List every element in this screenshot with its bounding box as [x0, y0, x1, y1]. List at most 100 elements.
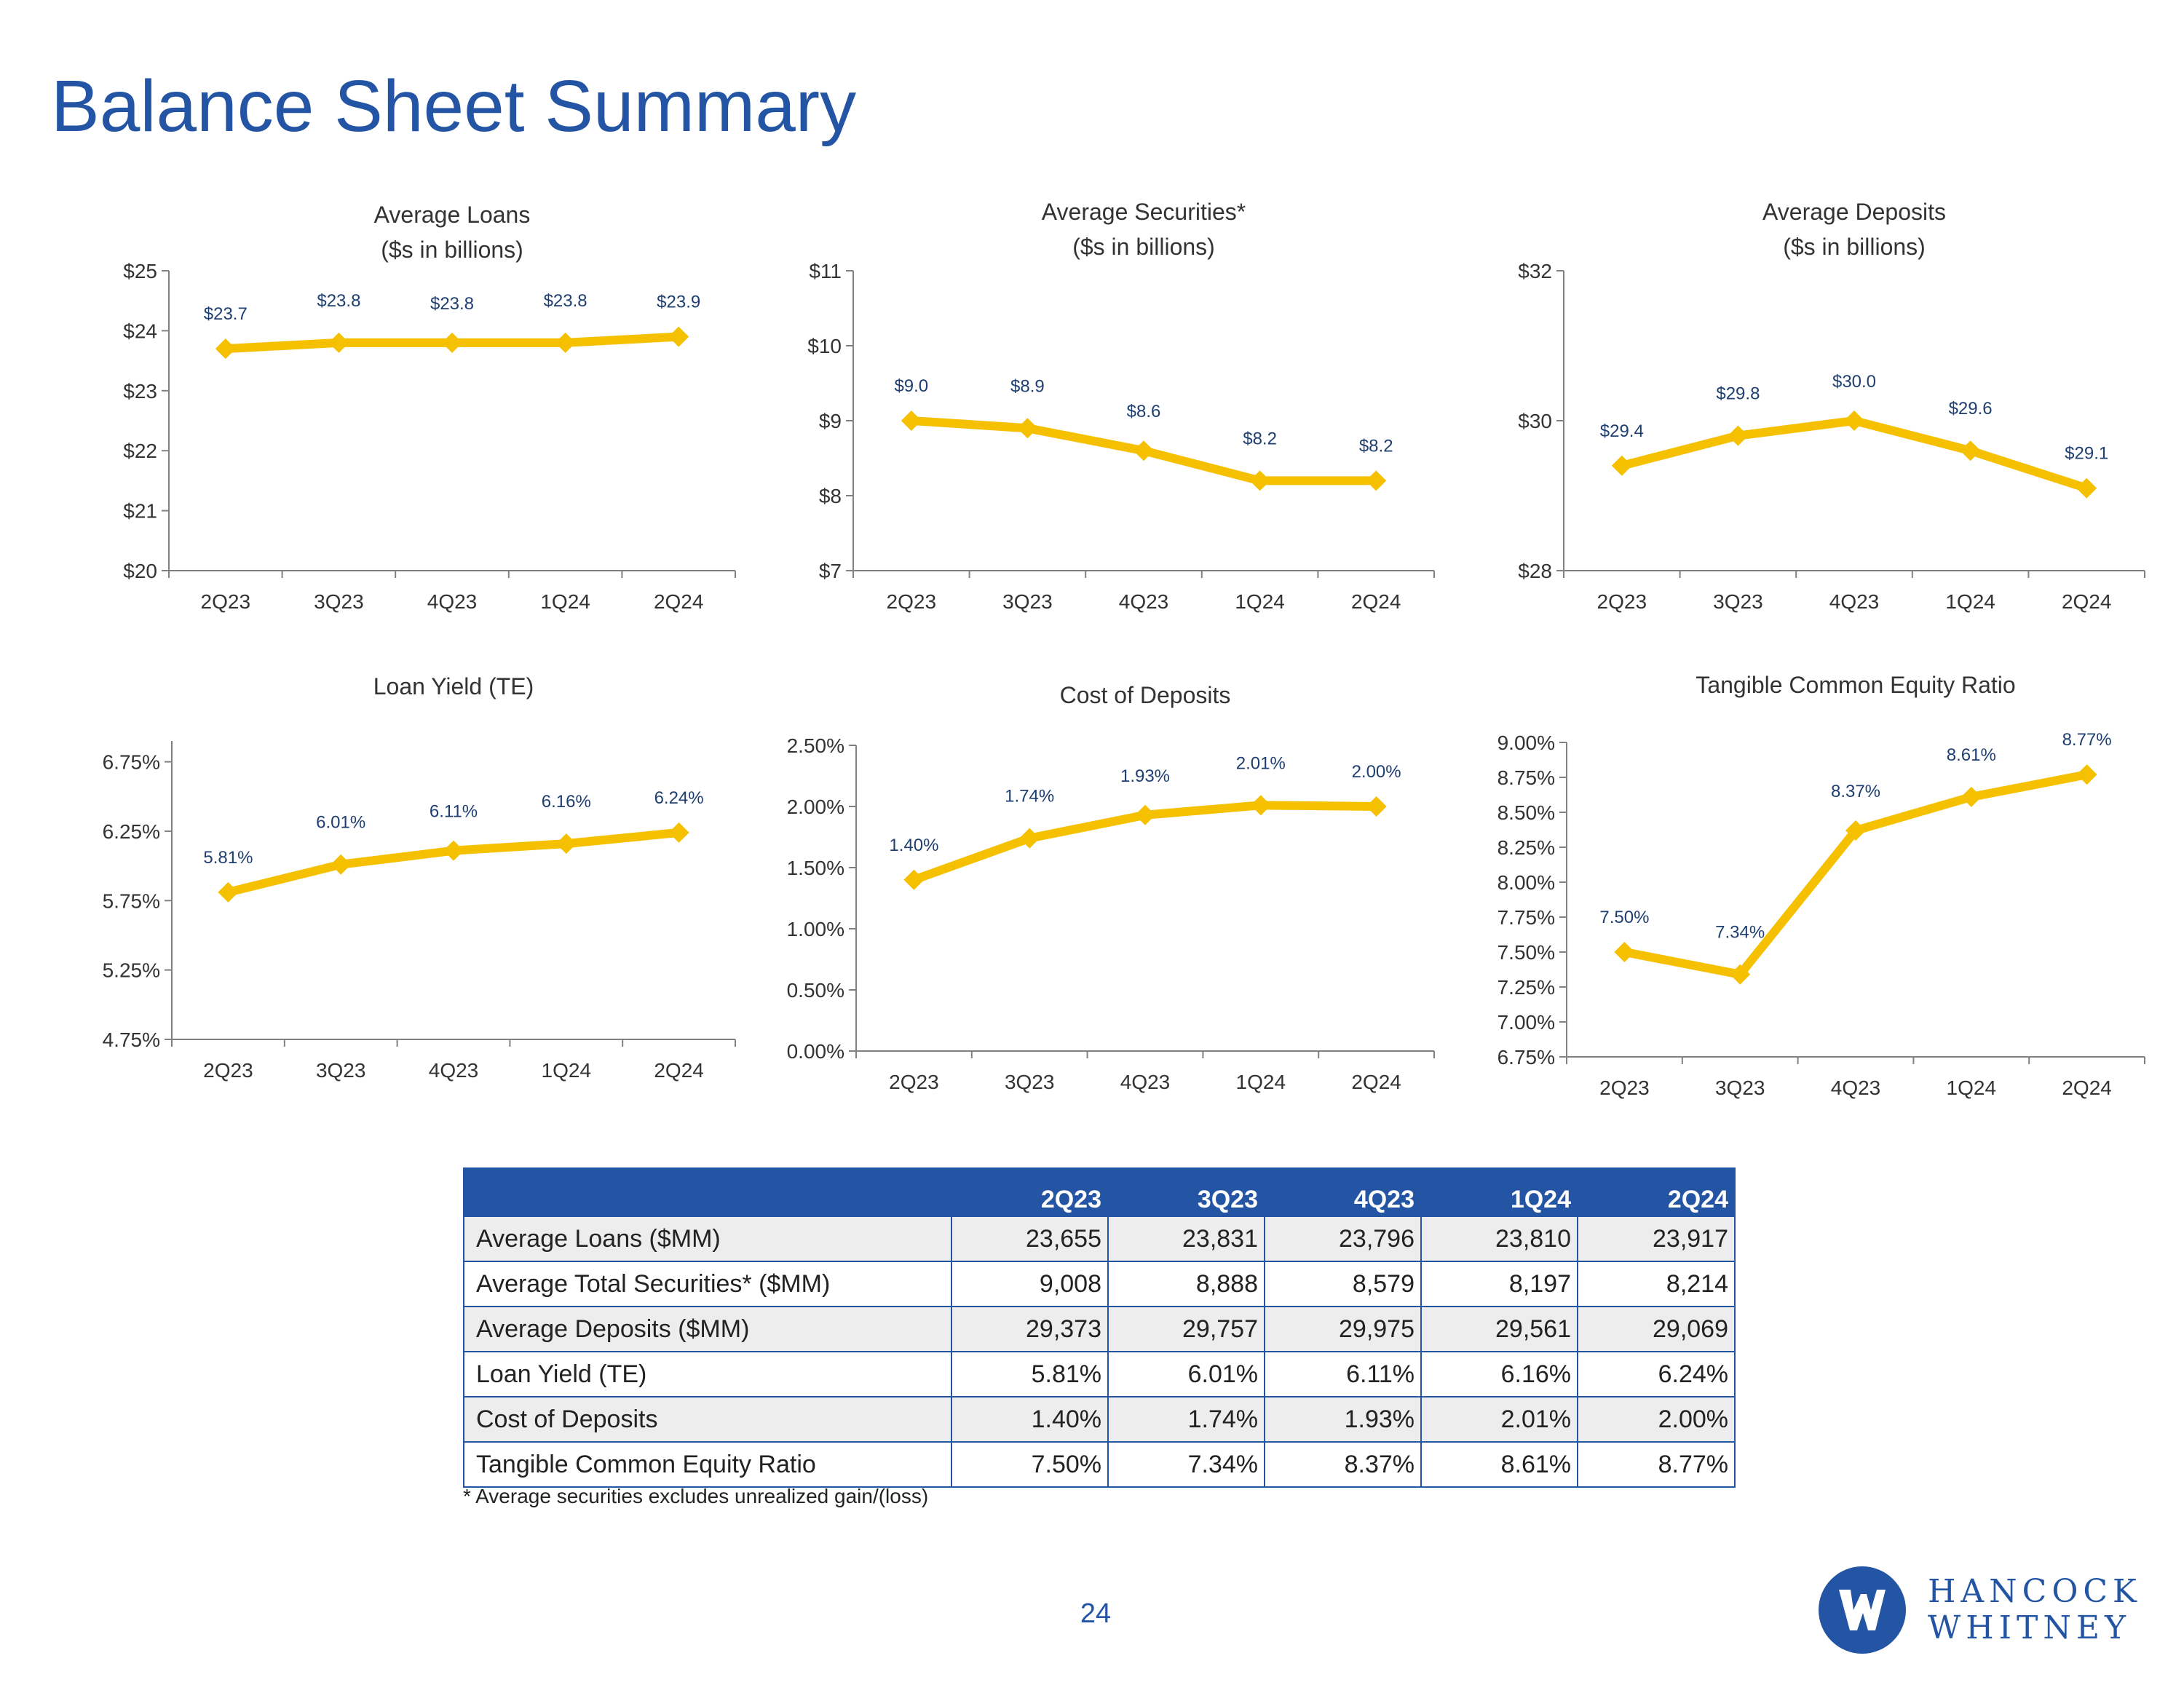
table-cell: 8,579 — [1264, 1261, 1422, 1307]
chart-title: Cost of Deposits — [1060, 682, 1231, 708]
table-row: Average Loans ($MM) 23,655 23,831 23,796… — [463, 1216, 1736, 1262]
page-title: Balance Sheet Summary — [51, 66, 857, 147]
data-point-marker — [331, 854, 352, 875]
y-tick-label: 8.00% — [1497, 871, 1555, 894]
data-point-marker — [1614, 942, 1635, 962]
x-tick-label: 2Q24 — [2062, 590, 2112, 613]
data-label: 1.40% — [889, 836, 938, 855]
data-label: 7.34% — [1715, 923, 1765, 943]
table-cell: 23,810 — [1420, 1216, 1578, 1262]
data-label: $8.6 — [1127, 402, 1161, 421]
data-point-marker — [1250, 795, 1271, 816]
data-point-marker — [442, 332, 462, 353]
chart-title: Average Loans — [374, 202, 531, 228]
data-point-marker — [215, 338, 236, 360]
footnote: * Average securities excludes unrealized… — [463, 1485, 929, 1507]
data-point-marker — [555, 332, 576, 353]
table-cell: 23,917 — [1577, 1216, 1736, 1262]
y-tick-label: $8 — [819, 485, 842, 507]
data-label: 2.00% — [1352, 762, 1401, 782]
table-cell: 6.01% — [1107, 1351, 1265, 1397]
y-tick-label: 5.25% — [103, 959, 160, 982]
y-tick-label: $24 — [123, 320, 157, 342]
y-tick-label: 8.75% — [1497, 766, 1555, 789]
x-tick-label: 3Q23 — [1715, 1077, 1765, 1099]
x-tick-label: 1Q24 — [1947, 1077, 1997, 1099]
data-label: $23.9 — [657, 293, 700, 312]
data-point-marker — [1960, 440, 1981, 461]
hw-logo-icon — [1819, 1566, 1906, 1654]
y-tick-label: 8.25% — [1497, 836, 1555, 859]
x-tick-label: 1Q24 — [540, 590, 590, 613]
x-tick-label: 2Q23 — [1597, 590, 1647, 613]
charts-area: Average Loans ($s in billions) $20 $21 $22 $2… — [103, 199, 2145, 1099]
table-header-cell: 1Q24 — [1420, 1167, 1578, 1217]
data-label: 6.01% — [316, 813, 365, 833]
data-label: $9.0 — [894, 376, 928, 396]
data-point-marker — [218, 881, 239, 903]
data-label: 6.16% — [542, 792, 591, 812]
x-tick-label: 1Q24 — [542, 1059, 592, 1082]
data-label: $23.8 — [430, 294, 474, 314]
table-cell: 23,831 — [1107, 1216, 1265, 1262]
data-label: 6.11% — [430, 802, 478, 822]
chart-title: Average Securities* — [1042, 199, 1246, 225]
chart-title: Tangible Common Equity Ratio — [1696, 672, 2015, 698]
y-tick-label: 8.50% — [1497, 801, 1555, 824]
data-point-marker — [328, 332, 349, 353]
table-cell: 7.34% — [1107, 1441, 1265, 1488]
table-row-label: Cost of Deposits — [463, 1396, 952, 1443]
y-tick-label: 2.50% — [787, 734, 844, 757]
data-point-marker — [1366, 796, 1387, 817]
x-tick-label: 4Q23 — [429, 1059, 479, 1082]
table-row-label: Loan Yield (TE) — [463, 1351, 952, 1397]
x-tick-label: 3Q23 — [316, 1059, 366, 1082]
data-point-marker — [2076, 764, 2097, 785]
chart-title: Average Deposits — [1762, 199, 1946, 225]
table-header-row: 2Q23 3Q23 4Q23 1Q24 2Q24 — [463, 1167, 1736, 1217]
y-tick-label: 5.75% — [103, 889, 160, 912]
y-tick-label: 2.00% — [787, 796, 844, 818]
chart-title: ($s in billions) — [381, 237, 523, 263]
y-tick-label: 1.00% — [787, 918, 844, 940]
table-cell: 6.24% — [1577, 1351, 1736, 1397]
y-tick-label: 7.75% — [1497, 906, 1555, 929]
y-tick-label: 6.25% — [103, 820, 160, 843]
data-point-marker — [1017, 418, 1038, 439]
y-tick-label: $28 — [1518, 560, 1552, 582]
table-row-label: Average Loans ($MM) — [463, 1216, 952, 1262]
table-row: Loan Yield (TE) 5.81% 6.01% 6.11% 6.16% … — [463, 1351, 1736, 1397]
data-point-marker — [1366, 470, 1387, 491]
y-tick-label: $20 — [123, 560, 157, 582]
table-header-cell: 2Q23 — [951, 1167, 1109, 1217]
table-cell: 1.74% — [1107, 1396, 1265, 1443]
table-row-label: Average Deposits ($MM) — [463, 1306, 952, 1352]
data-label: $8.9 — [1010, 376, 1045, 396]
y-tick-label: 7.00% — [1497, 1011, 1555, 1034]
table-cell: 1.93% — [1264, 1396, 1422, 1443]
y-tick-label: $25 — [123, 260, 157, 282]
x-tick-label: 1Q24 — [1236, 1071, 1286, 1093]
data-label: $29.6 — [1949, 399, 1993, 419]
table-cell: 8,888 — [1107, 1261, 1265, 1307]
table-row: Average Deposits ($MM) 29,373 29,757 29,… — [463, 1306, 1736, 1352]
table-cell: 8.77% — [1577, 1441, 1736, 1488]
table-cell: 8.61% — [1420, 1441, 1578, 1488]
x-tick-label: 1Q24 — [1945, 590, 1995, 613]
table-row: Average Total Securities* ($MM) 9,008 8,… — [463, 1261, 1736, 1307]
data-label: 6.24% — [654, 788, 704, 808]
data-point-marker — [1249, 470, 1270, 491]
y-tick-label: 9.00% — [1497, 732, 1555, 754]
x-tick-label: 2Q23 — [1599, 1077, 1650, 1099]
x-tick-label: 2Q23 — [887, 590, 937, 613]
x-tick-label: 2Q24 — [654, 590, 704, 613]
table-cell: 8.37% — [1264, 1441, 1422, 1488]
data-point-marker — [903, 869, 925, 890]
table-cell: 29,975 — [1264, 1306, 1422, 1352]
table-row-label: Average Total Securities* ($MM) — [463, 1261, 952, 1307]
y-tick-label: $23 — [123, 380, 157, 403]
y-tick-label: $10 — [807, 335, 842, 357]
data-point-marker — [1845, 820, 1866, 841]
table-row: Tangible Common Equity Ratio 7.50% 7.34%… — [463, 1441, 1736, 1488]
y-tick-label: $9 — [819, 410, 842, 432]
